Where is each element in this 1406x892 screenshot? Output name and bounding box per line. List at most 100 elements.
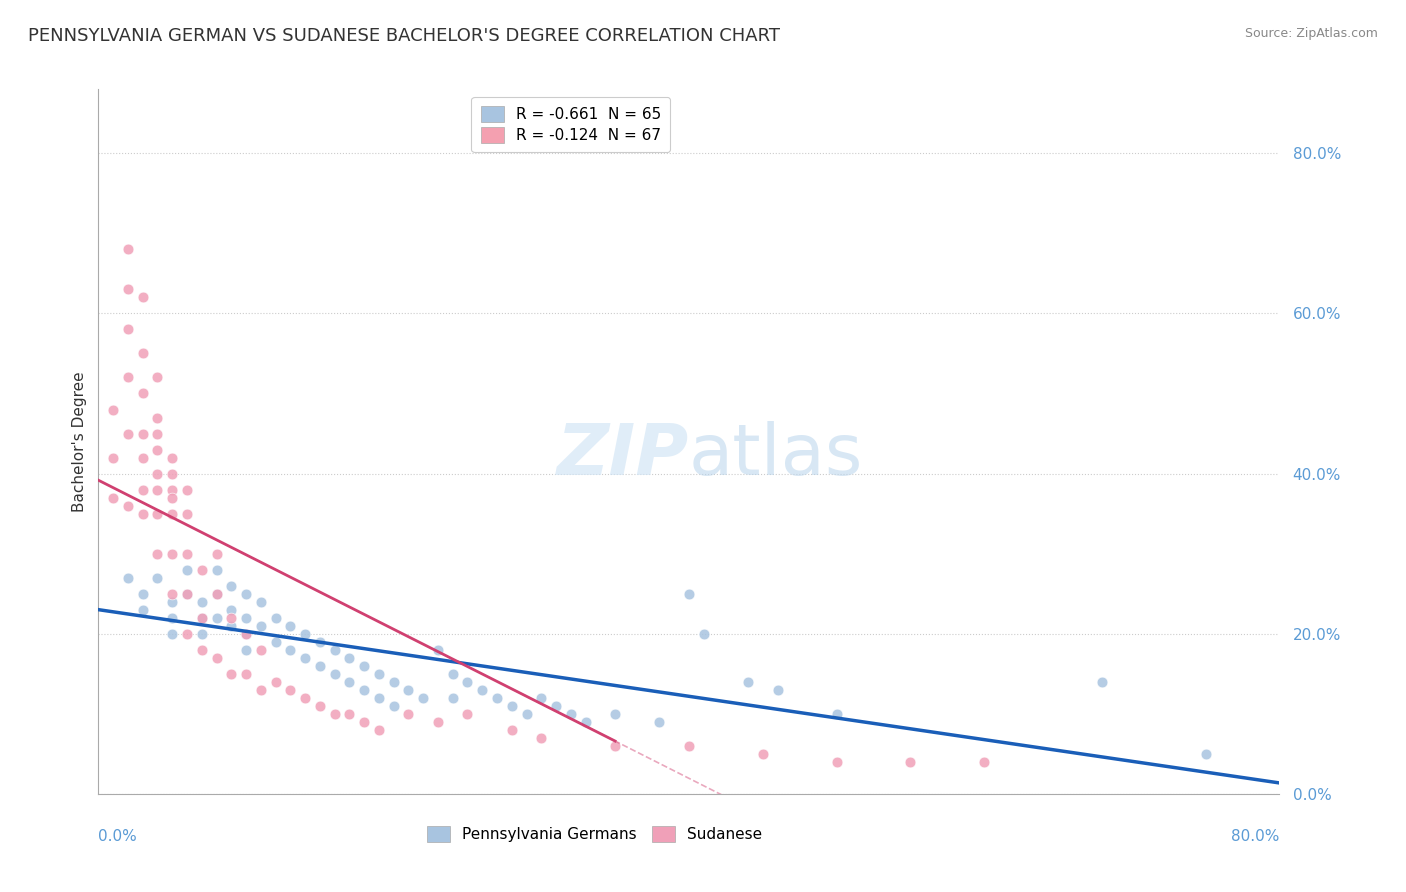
Point xyxy=(530,690,553,705)
Point xyxy=(678,739,700,753)
Point xyxy=(280,642,302,657)
Text: PENNSYLVANIA GERMAN VS SUDANESE BACHELOR'S DEGREE CORRELATION CHART: PENNSYLVANIA GERMAN VS SUDANESE BACHELOR… xyxy=(28,27,780,45)
Point xyxy=(117,322,139,336)
Point xyxy=(132,426,155,441)
Point xyxy=(146,507,169,521)
Point xyxy=(973,755,995,769)
Point xyxy=(250,682,273,697)
Point xyxy=(339,706,361,721)
Point xyxy=(205,610,228,624)
Point xyxy=(427,642,450,657)
Point xyxy=(117,243,139,257)
Point xyxy=(205,563,228,577)
Text: 0.0%: 0.0% xyxy=(98,830,138,844)
Point xyxy=(132,386,155,401)
Point xyxy=(162,610,183,624)
Point xyxy=(146,547,169,561)
Point xyxy=(1195,747,1218,761)
Point xyxy=(693,626,716,640)
Point xyxy=(309,658,332,673)
Text: 80.0%: 80.0% xyxy=(1232,830,1279,844)
Point xyxy=(117,426,139,441)
Point xyxy=(457,706,479,721)
Point xyxy=(605,706,627,721)
Point xyxy=(176,547,198,561)
Point xyxy=(162,467,183,481)
Point xyxy=(264,674,287,689)
Point xyxy=(162,626,183,640)
Point xyxy=(294,690,316,705)
Point xyxy=(339,650,361,665)
Point xyxy=(368,690,391,705)
Point xyxy=(191,610,214,624)
Point xyxy=(117,370,139,384)
Point xyxy=(205,650,228,665)
Point xyxy=(191,626,214,640)
Point xyxy=(398,682,420,697)
Point xyxy=(146,442,169,457)
Point xyxy=(368,723,391,737)
Point xyxy=(323,666,346,681)
Point xyxy=(235,642,257,657)
Point xyxy=(132,603,155,617)
Point xyxy=(486,690,509,705)
Point xyxy=(117,282,139,296)
Legend: Pennsylvania Germans, Sudanese: Pennsylvania Germans, Sudanese xyxy=(419,818,769,850)
Point xyxy=(900,755,922,769)
Point xyxy=(605,739,627,753)
Point xyxy=(162,483,183,497)
Point xyxy=(235,666,257,681)
Point xyxy=(103,402,125,417)
Point xyxy=(162,595,183,609)
Point xyxy=(176,587,198,601)
Point xyxy=(368,666,391,681)
Point xyxy=(191,563,214,577)
Point xyxy=(117,571,139,585)
Point xyxy=(191,610,214,624)
Point xyxy=(825,755,848,769)
Point xyxy=(471,682,494,697)
Point xyxy=(205,547,228,561)
Text: Source: ZipAtlas.com: Source: ZipAtlas.com xyxy=(1244,27,1378,40)
Point xyxy=(176,483,198,497)
Point xyxy=(516,706,538,721)
Point xyxy=(412,690,434,705)
Point xyxy=(103,450,125,465)
Text: ZIP: ZIP xyxy=(557,421,689,490)
Point xyxy=(427,714,450,729)
Point xyxy=(132,483,155,497)
Point xyxy=(146,426,169,441)
Point xyxy=(176,587,198,601)
Point xyxy=(146,410,169,425)
Point xyxy=(176,507,198,521)
Point xyxy=(398,706,420,721)
Point xyxy=(176,563,198,577)
Point xyxy=(457,674,479,689)
Point xyxy=(737,674,759,689)
Point xyxy=(560,706,582,721)
Point xyxy=(132,587,155,601)
Point xyxy=(132,346,155,360)
Point xyxy=(103,491,125,505)
Point xyxy=(132,450,155,465)
Point xyxy=(575,714,598,729)
Point xyxy=(221,618,243,632)
Point xyxy=(162,450,183,465)
Point xyxy=(235,587,257,601)
Point xyxy=(353,682,375,697)
Point xyxy=(162,491,183,505)
Point xyxy=(323,706,346,721)
Point xyxy=(221,603,243,617)
Point xyxy=(146,483,169,497)
Text: atlas: atlas xyxy=(689,421,863,490)
Point xyxy=(250,618,273,632)
Point xyxy=(752,747,775,761)
Point xyxy=(766,682,789,697)
Point xyxy=(235,626,257,640)
Point xyxy=(530,731,553,745)
Point xyxy=(205,587,228,601)
Point xyxy=(191,642,214,657)
Point xyxy=(280,682,302,697)
Point xyxy=(294,626,316,640)
Point xyxy=(250,595,273,609)
